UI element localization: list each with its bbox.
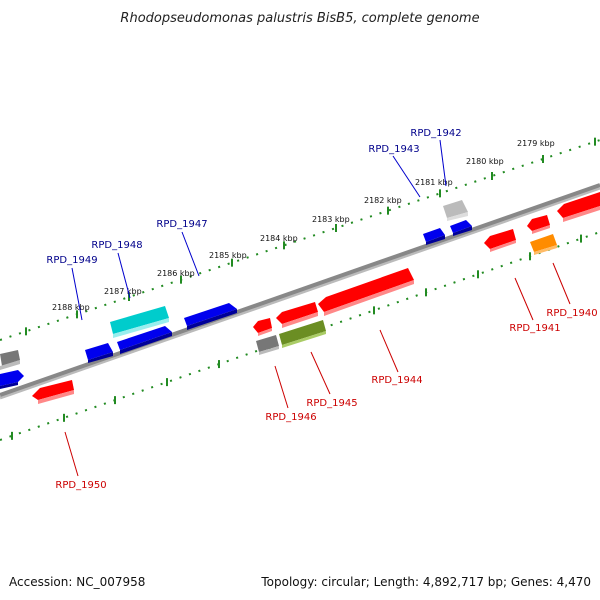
accession-text: Accession: NC_007958 bbox=[9, 575, 145, 589]
tick-label-2188: 2188 kbp bbox=[52, 303, 90, 312]
tick-label-2184: 2184 kbp bbox=[260, 234, 298, 243]
gene-arrow-red-1940b[interactable] bbox=[527, 215, 550, 234]
gene-label-rpd-1941[interactable]: RPD_1941 bbox=[509, 323, 560, 334]
gene-arrow-rpd-1947[interactable] bbox=[184, 303, 237, 330]
gene-label-rpd-1950[interactable]: RPD_1950 bbox=[55, 480, 106, 491]
tick-label-2185: 2185 kbp bbox=[209, 251, 247, 260]
gene-label-rpd-1947[interactable]: RPD_1947 bbox=[156, 219, 207, 230]
gene-arrow-rpd-1944[interactable] bbox=[318, 268, 414, 316]
tick-label-2180: 2180 kbp bbox=[466, 157, 504, 166]
gene-arrow-rpd-1946[interactable] bbox=[256, 335, 279, 355]
gene-label-rpd-1944[interactable]: RPD_1944 bbox=[371, 375, 422, 386]
tick-label-2186: 2186 kbp bbox=[157, 269, 195, 278]
gene-arrow-rpd-1946-red[interactable] bbox=[253, 318, 272, 336]
tick-label-2187: 2187 kbp bbox=[104, 287, 142, 296]
gene-arrow-blue-1948b[interactable] bbox=[117, 326, 172, 354]
gene-arrow-red-right-edge[interactable] bbox=[557, 192, 600, 222]
tick-label-2182: 2182 kbp bbox=[364, 196, 402, 205]
tick-label-2183: 2183 kbp bbox=[312, 215, 350, 224]
gene-block-gray-left[interactable] bbox=[0, 350, 20, 370]
gene-label-rpd-1949[interactable]: RPD_1949 bbox=[46, 255, 97, 266]
gene-arrow-rpd-1943[interactable] bbox=[423, 228, 445, 245]
gene-label-rpd-1948[interactable]: RPD_1948 bbox=[91, 240, 142, 251]
gene-arrow-rpd-1940[interactable] bbox=[530, 234, 557, 255]
gene-label-rpd-1940[interactable]: RPD_1940 bbox=[546, 308, 597, 319]
gene-arrow-rpd-1945[interactable] bbox=[279, 320, 326, 348]
gene-label-rpd-1945[interactable]: RPD_1945 bbox=[306, 398, 357, 409]
gene-arrow-rpd-1949[interactable] bbox=[85, 343, 113, 363]
gene-arrow-red-1945b[interactable] bbox=[276, 302, 318, 328]
gene-label-rpd-1942[interactable]: RPD_1942 bbox=[410, 128, 461, 139]
map-title: Rhodopseudomonas palustris BisB5, comple… bbox=[120, 11, 479, 26]
gene-arrow-rpd-1950[interactable] bbox=[32, 380, 74, 404]
gene-arrow-rpd-1942[interactable] bbox=[443, 200, 468, 221]
topology-text: Topology: circular; Length: 4,892,717 bp… bbox=[260, 575, 591, 589]
gene-arrow-rpd-1941[interactable] bbox=[484, 229, 516, 252]
gene-label-rpd-1943[interactable]: RPD_1943 bbox=[368, 144, 419, 155]
genome-backbone bbox=[0, 183, 600, 397]
tick-label-2181: 2181 kbp bbox=[415, 178, 453, 187]
gene-arrow-blue-1942b[interactable] bbox=[450, 220, 472, 236]
tick-label-2179: 2179 kbp bbox=[517, 139, 555, 148]
gene-label-rpd-1946[interactable]: RPD_1946 bbox=[265, 412, 316, 423]
gene-block-blue-left[interactable] bbox=[0, 370, 24, 389]
label-leader-lines bbox=[64, 139, 571, 477]
genome-backbone-shadow bbox=[0, 186, 600, 400]
gene-arrow-rpd-1948[interactable] bbox=[110, 306, 169, 338]
